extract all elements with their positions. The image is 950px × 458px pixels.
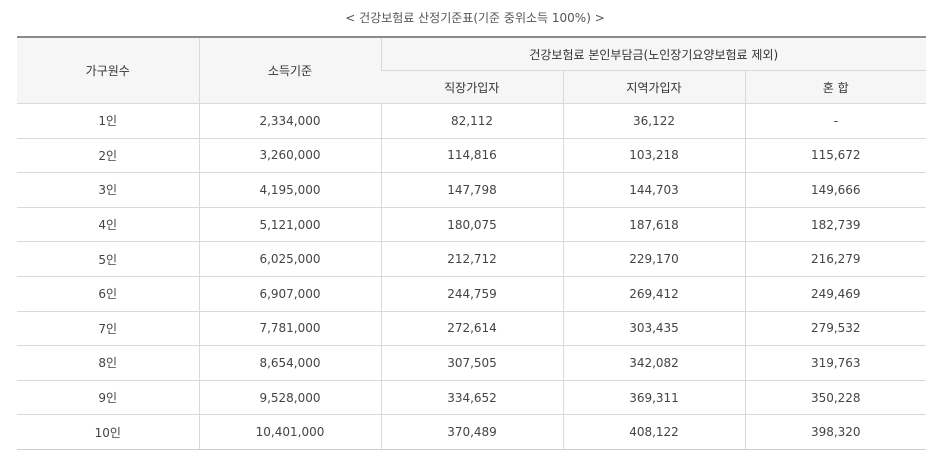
cell-employee: 114,816 (380, 138, 563, 174)
cell-employee: 147,798 (380, 172, 563, 208)
cell-income: 2,334,000 (198, 103, 381, 139)
header-premium-group: 건강보험료 본인부담금(노인장기요양보험료 제외) (380, 36, 927, 71)
cell-income: 7,781,000 (198, 311, 381, 347)
cell-regional: 269,412 (562, 276, 745, 312)
table-row: 7인 7,781,000 272,614 303,435 279,532 (17, 311, 927, 347)
table-row: 3인 4,195,000 147,798 144,703 149,666 (17, 172, 927, 208)
cell-mixed: - (744, 103, 927, 139)
table-row: 9인 9,528,000 334,652 369,311 350,228 (17, 380, 927, 416)
cell-employee: 307,505 (380, 345, 563, 381)
cell-household: 7인 (17, 311, 199, 347)
cell-household: 9인 (17, 380, 199, 416)
cell-household: 5인 (17, 241, 199, 277)
cell-regional: 229,170 (562, 241, 745, 277)
cell-household: 2인 (17, 138, 199, 174)
cell-mixed: 319,763 (744, 345, 927, 381)
cell-employee: 180,075 (380, 207, 563, 243)
cell-regional: 303,435 (562, 311, 745, 347)
table-row: 2인 3,260,000 114,816 103,218 115,672 (17, 138, 927, 174)
table-row: 1인 2,334,000 82,112 36,122 - (17, 103, 927, 139)
cell-mixed: 149,666 (744, 172, 927, 208)
cell-mixed: 115,672 (744, 138, 927, 174)
cell-regional: 144,703 (562, 172, 745, 208)
cell-household: 1인 (17, 103, 199, 139)
cell-regional: 103,218 (562, 138, 745, 174)
cell-income: 5,121,000 (198, 207, 381, 243)
header-regional-subscriber: 지역가입자 (562, 70, 745, 104)
header-employee-subscriber: 직장가입자 (381, 70, 563, 104)
cell-income: 6,907,000 (198, 276, 381, 312)
insurance-fee-table: 가구원수 소득기준 건강보험료 본인부담금(노인장기요양보험료 제외) 직장가입… (17, 36, 927, 450)
cell-employee: 370,489 (380, 414, 563, 450)
cell-mixed: 249,469 (744, 276, 927, 312)
table-body: 1인 2,334,000 82,112 36,122 - 2인 3,260,00… (17, 103, 927, 450)
cell-income: 9,528,000 (198, 380, 381, 416)
cell-household: 4인 (17, 207, 199, 243)
cell-employee: 272,614 (380, 311, 563, 347)
table-caption: < 건강보험료 산정기준표(기준 중위소득 100%) > (345, 11, 605, 25)
table-row: 6인 6,907,000 244,759 269,412 249,469 (17, 276, 927, 312)
cell-household: 8인 (17, 345, 199, 381)
cell-employee: 212,712 (380, 241, 563, 277)
cell-income: 8,654,000 (198, 345, 381, 381)
cell-income: 3,260,000 (198, 138, 381, 174)
cell-mixed: 216,279 (744, 241, 927, 277)
cell-regional: 187,618 (562, 207, 745, 243)
cell-household: 10인 (17, 414, 199, 450)
cell-employee: 244,759 (380, 276, 563, 312)
cell-mixed: 398,320 (744, 414, 927, 450)
cell-household: 3인 (17, 172, 199, 208)
cell-regional: 369,311 (562, 380, 745, 416)
cell-mixed: 182,739 (744, 207, 927, 243)
cell-mixed: 279,532 (744, 311, 927, 347)
table-row: 8인 8,654,000 307,505 342,082 319,763 (17, 345, 927, 381)
header-income-standard: 소득기준 (198, 36, 381, 104)
cell-regional: 408,122 (562, 414, 745, 450)
cell-household: 6인 (17, 276, 199, 312)
cell-regional: 36,122 (562, 103, 745, 139)
cell-income: 6,025,000 (198, 241, 381, 277)
cell-employee: 82,112 (380, 103, 563, 139)
table-header: 가구원수 소득기준 건강보험료 본인부담금(노인장기요양보험료 제외) 직장가입… (17, 36, 927, 104)
cell-mixed: 350,228 (744, 380, 927, 416)
table-row: 5인 6,025,000 212,712 229,170 216,279 (17, 241, 927, 277)
cell-regional: 342,082 (562, 345, 745, 381)
header-household-count: 가구원수 (17, 36, 199, 104)
cell-income: 10,401,000 (198, 414, 381, 450)
table-row: 4인 5,121,000 180,075 187,618 182,739 (17, 207, 927, 243)
cell-employee: 334,652 (380, 380, 563, 416)
table-row: 10인 10,401,000 370,489 408,122 398,320 (17, 414, 927, 450)
header-mixed: 혼 합 (744, 70, 927, 104)
cell-income: 4,195,000 (198, 172, 381, 208)
